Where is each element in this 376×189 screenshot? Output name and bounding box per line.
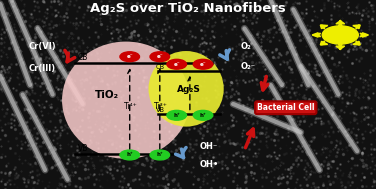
Text: e⁻: e⁻ xyxy=(156,54,163,59)
Circle shape xyxy=(167,110,186,120)
Ellipse shape xyxy=(62,42,190,159)
Ellipse shape xyxy=(149,51,224,127)
Text: O₂: O₂ xyxy=(241,42,252,51)
Polygon shape xyxy=(353,25,360,29)
Circle shape xyxy=(150,52,170,62)
Text: h⁺: h⁺ xyxy=(173,113,180,118)
Polygon shape xyxy=(336,21,345,24)
Polygon shape xyxy=(320,25,328,29)
Text: Ag₂S over TiO₂ Nanofibers: Ag₂S over TiO₂ Nanofibers xyxy=(90,2,286,15)
Polygon shape xyxy=(336,46,345,49)
Text: Cr(III): Cr(III) xyxy=(28,64,55,73)
Polygon shape xyxy=(312,33,318,37)
Text: e⁻: e⁻ xyxy=(200,62,206,67)
Text: VB: VB xyxy=(78,144,88,153)
Text: TiO₂: TiO₂ xyxy=(95,90,119,99)
Text: e⁻: e⁻ xyxy=(126,54,133,59)
Text: Ti³⁺: Ti³⁺ xyxy=(154,102,168,111)
Text: OH⁻: OH⁻ xyxy=(199,142,218,151)
Text: OH•: OH• xyxy=(199,160,219,169)
Text: VB: VB xyxy=(156,107,165,113)
Circle shape xyxy=(120,150,139,160)
Text: Bacterial Cell: Bacterial Cell xyxy=(257,103,314,112)
Circle shape xyxy=(150,150,170,160)
Text: Cr(VI): Cr(VI) xyxy=(28,42,56,51)
Text: Ti⁴⁺: Ti⁴⁺ xyxy=(124,102,138,111)
Polygon shape xyxy=(362,33,368,37)
Circle shape xyxy=(167,59,186,69)
Circle shape xyxy=(193,110,213,120)
Text: e⁻: e⁻ xyxy=(173,62,180,67)
Polygon shape xyxy=(320,41,328,45)
Circle shape xyxy=(120,52,139,62)
Text: h⁺: h⁺ xyxy=(200,113,206,118)
Text: Ag₂S: Ag₂S xyxy=(177,85,201,94)
Text: O₂⁻: O₂⁻ xyxy=(241,62,256,71)
Circle shape xyxy=(193,59,213,69)
Text: h⁺: h⁺ xyxy=(156,153,163,157)
Text: h⁺: h⁺ xyxy=(126,153,133,157)
Circle shape xyxy=(322,26,358,44)
Polygon shape xyxy=(353,41,360,45)
Text: CB: CB xyxy=(78,53,88,62)
Text: CB: CB xyxy=(156,64,165,70)
